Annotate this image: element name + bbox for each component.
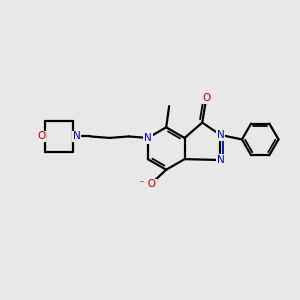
Text: N: N — [73, 131, 80, 142]
Text: N: N — [217, 130, 224, 140]
Text: ⁻ O: ⁻ O — [139, 179, 156, 190]
Text: O: O — [203, 94, 211, 103]
Text: O: O — [37, 131, 46, 142]
Text: N: N — [217, 155, 224, 165]
Text: N: N — [144, 133, 152, 143]
